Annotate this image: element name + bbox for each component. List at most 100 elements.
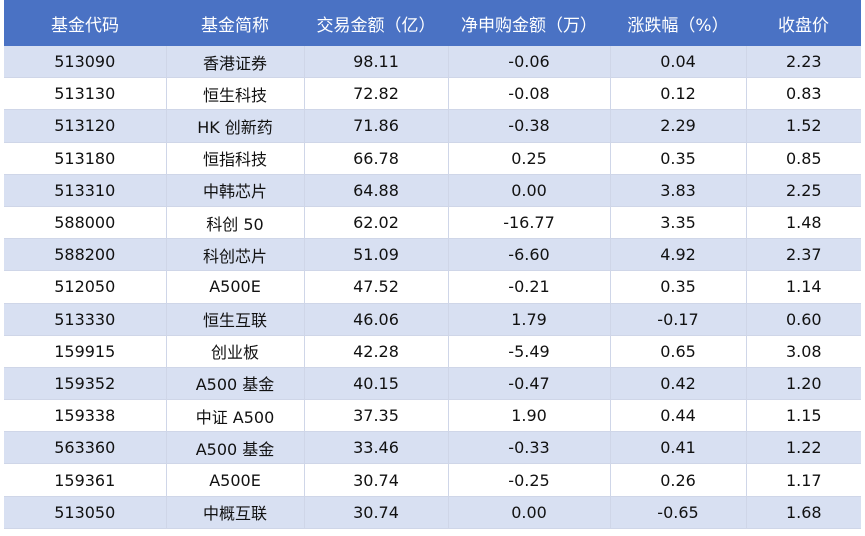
cell-trade-amount: 30.74 <box>304 496 449 529</box>
cell-close-price: 1.14 <box>746 270 861 304</box>
table-header: 基金代码 基金简称 交易金额（亿） 净申购金额（万） 涨跌幅（%） 收盘价 <box>4 0 861 46</box>
cell-fund-name: 恒指科技 <box>166 142 305 175</box>
table-row: 588000 科创 50 62.02 -16.77 3.35 1.48 <box>4 206 861 240</box>
cell-fund-name: A500 基金 <box>166 431 305 465</box>
cell-fund-name: 创业板 <box>166 335 305 368</box>
table-row: 513090 香港证券 98.11 -0.06 0.04 2.23 <box>4 46 861 79</box>
cell-net-subscription: -0.47 <box>448 367 611 401</box>
header-fund-code: 基金代码 <box>4 0 166 46</box>
fund-table: 基金代码 基金简称 交易金额（亿） 净申购金额（万） 涨跌幅（%） 收盘价 51… <box>4 0 861 529</box>
cell-net-subscription: 1.90 <box>448 399 611 433</box>
cell-trade-amount: 40.15 <box>304 367 449 401</box>
cell-net-subscription: -0.21 <box>448 270 611 304</box>
cell-trade-amount: 62.02 <box>304 206 449 240</box>
header-change-pct: 涨跌幅（%） <box>610 0 746 46</box>
cell-net-subscription: -0.08 <box>448 77 611 111</box>
cell-change-pct: 0.65 <box>610 335 747 368</box>
cell-net-subscription: -5.49 <box>448 335 611 368</box>
cell-trade-amount: 47.52 <box>304 270 449 304</box>
cell-trade-amount: 98.11 <box>304 46 449 79</box>
cell-fund-name: A500 基金 <box>166 367 305 401</box>
cell-fund-name: HK 创新药 <box>166 109 305 143</box>
cell-close-price: 3.08 <box>746 335 861 368</box>
cell-trade-amount: 33.46 <box>304 431 449 465</box>
cell-trade-amount: 51.09 <box>304 238 449 272</box>
cell-fund-name: 中韩芯片 <box>166 174 305 207</box>
cell-trade-amount: 42.28 <box>304 335 449 368</box>
cell-change-pct: 0.04 <box>610 46 747 79</box>
cell-fund-code: 159361 <box>4 463 167 497</box>
cell-net-subscription: -0.33 <box>448 431 611 465</box>
table-row: 159915 创业板 42.28 -5.49 0.65 3.08 <box>4 335 861 368</box>
cell-fund-code: 513130 <box>4 77 167 111</box>
cell-fund-code: 513090 <box>4 46 167 79</box>
cell-close-price: 2.37 <box>746 238 861 272</box>
cell-trade-amount: 46.06 <box>304 303 449 336</box>
cell-fund-code: 159352 <box>4 367 167 401</box>
cell-change-pct: 0.44 <box>610 399 747 433</box>
cell-change-pct: 0.41 <box>610 431 747 465</box>
cell-close-price: 0.60 <box>746 303 861 336</box>
cell-net-subscription: -0.38 <box>448 109 611 143</box>
cell-fund-code: 513330 <box>4 303 167 336</box>
cell-trade-amount: 71.86 <box>304 109 449 143</box>
cell-fund-code: 512050 <box>4 270 167 304</box>
cell-close-price: 1.15 <box>746 399 861 433</box>
cell-trade-amount: 37.35 <box>304 399 449 433</box>
cell-net-subscription: -16.77 <box>448 206 611 240</box>
cell-trade-amount: 72.82 <box>304 77 449 111</box>
cell-close-price: 0.83 <box>746 77 861 111</box>
cell-close-price: 1.52 <box>746 109 861 143</box>
table-row: 513120 HK 创新药 71.86 -0.38 2.29 1.52 <box>4 109 861 143</box>
cell-trade-amount: 30.74 <box>304 463 449 497</box>
header-close-price: 收盘价 <box>746 0 861 46</box>
cell-net-subscription: -0.06 <box>448 46 611 79</box>
header-net-subscription: 净申购金额（万） <box>448 0 610 46</box>
cell-fund-name: 科创芯片 <box>166 238 305 272</box>
cell-fund-code: 588000 <box>4 206 167 240</box>
cell-net-subscription: 1.79 <box>448 303 611 336</box>
cell-close-price: 1.48 <box>746 206 861 240</box>
cell-fund-name: 恒生科技 <box>166 77 305 111</box>
table-row: 512050 A500E 47.52 -0.21 0.35 1.14 <box>4 270 861 304</box>
cell-change-pct: 2.29 <box>610 109 747 143</box>
cell-fund-name: 科创 50 <box>166 206 305 240</box>
cell-fund-name: A500E <box>166 270 305 304</box>
cell-fund-name: 中概互联 <box>166 496 305 529</box>
cell-change-pct: 0.35 <box>610 270 747 304</box>
cell-net-subscription: -6.60 <box>448 238 611 272</box>
header-fund-name: 基金简称 <box>166 0 304 46</box>
header-row: 基金代码 基金简称 交易金额（亿） 净申购金额（万） 涨跌幅（%） 收盘价 <box>4 0 861 46</box>
cell-fund-code: 513120 <box>4 109 167 143</box>
table-row: 513130 恒生科技 72.82 -0.08 0.12 0.83 <box>4 77 861 111</box>
cell-change-pct: 0.42 <box>610 367 747 401</box>
cell-close-price: 1.17 <box>746 463 861 497</box>
cell-change-pct: 0.12 <box>610 77 747 111</box>
table-row: 588200 科创芯片 51.09 -6.60 4.92 2.37 <box>4 238 861 272</box>
cell-net-subscription: 0.00 <box>448 496 611 529</box>
cell-fund-code: 588200 <box>4 238 167 272</box>
cell-fund-name: A500E <box>166 463 305 497</box>
table-row: 159361 A500E 30.74 -0.25 0.26 1.17 <box>4 463 861 497</box>
cell-change-pct: 0.35 <box>610 142 747 175</box>
table-row: 513310 中韩芯片 64.88 0.00 3.83 2.25 <box>4 174 861 207</box>
cell-close-price: 0.85 <box>746 142 861 175</box>
fund-table-container: 基金代码 基金简称 交易金额（亿） 净申购金额（万） 涨跌幅（%） 收盘价 51… <box>4 0 861 529</box>
cell-change-pct: -0.65 <box>610 496 747 529</box>
cell-change-pct: 0.26 <box>610 463 747 497</box>
cell-change-pct: 4.92 <box>610 238 747 272</box>
cell-net-subscription: 0.25 <box>448 142 611 175</box>
cell-close-price: 1.68 <box>746 496 861 529</box>
table-row: 159338 中证 A500 37.35 1.90 0.44 1.15 <box>4 399 861 433</box>
cell-fund-code: 513310 <box>4 174 167 207</box>
cell-fund-name: 中证 A500 <box>166 399 305 433</box>
cell-fund-code: 159915 <box>4 335 167 368</box>
cell-fund-code: 513050 <box>4 496 167 529</box>
cell-fund-code: 513180 <box>4 142 167 175</box>
cell-change-pct: 3.83 <box>610 174 747 207</box>
cell-change-pct: 3.35 <box>610 206 747 240</box>
table-row: 159352 A500 基金 40.15 -0.47 0.42 1.20 <box>4 367 861 401</box>
cell-net-subscription: 0.00 <box>448 174 611 207</box>
table-body: 513090 香港证券 98.11 -0.06 0.04 2.23 513130… <box>4 46 861 529</box>
cell-fund-code: 563360 <box>4 431 167 465</box>
